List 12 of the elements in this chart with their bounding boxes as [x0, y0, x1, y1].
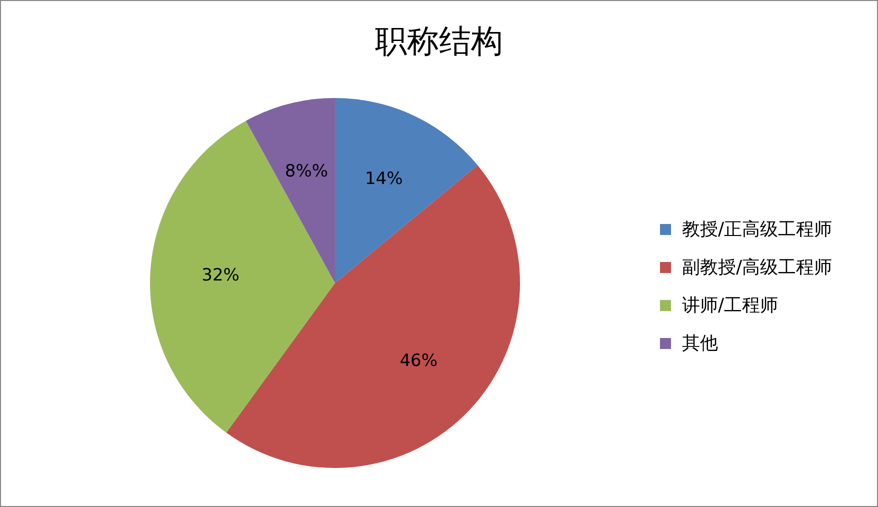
pie-slice	[246, 98, 335, 283]
data-label: 32%	[202, 265, 240, 286]
chart-title: 职称结构	[375, 22, 503, 60]
legend-label: 教授/正高级工程师	[682, 218, 832, 240]
legend-label: 其他	[682, 332, 718, 354]
data-label: 46%	[400, 351, 438, 372]
legend-label: 副教授/高级工程师	[682, 256, 832, 278]
data-label: 8%%	[284, 162, 328, 182]
pie-slice	[150, 120, 335, 433]
data-label: 14%	[364, 168, 403, 189]
legend-label: 讲师/工程师	[682, 294, 778, 316]
pie-slice	[335, 98, 478, 283]
